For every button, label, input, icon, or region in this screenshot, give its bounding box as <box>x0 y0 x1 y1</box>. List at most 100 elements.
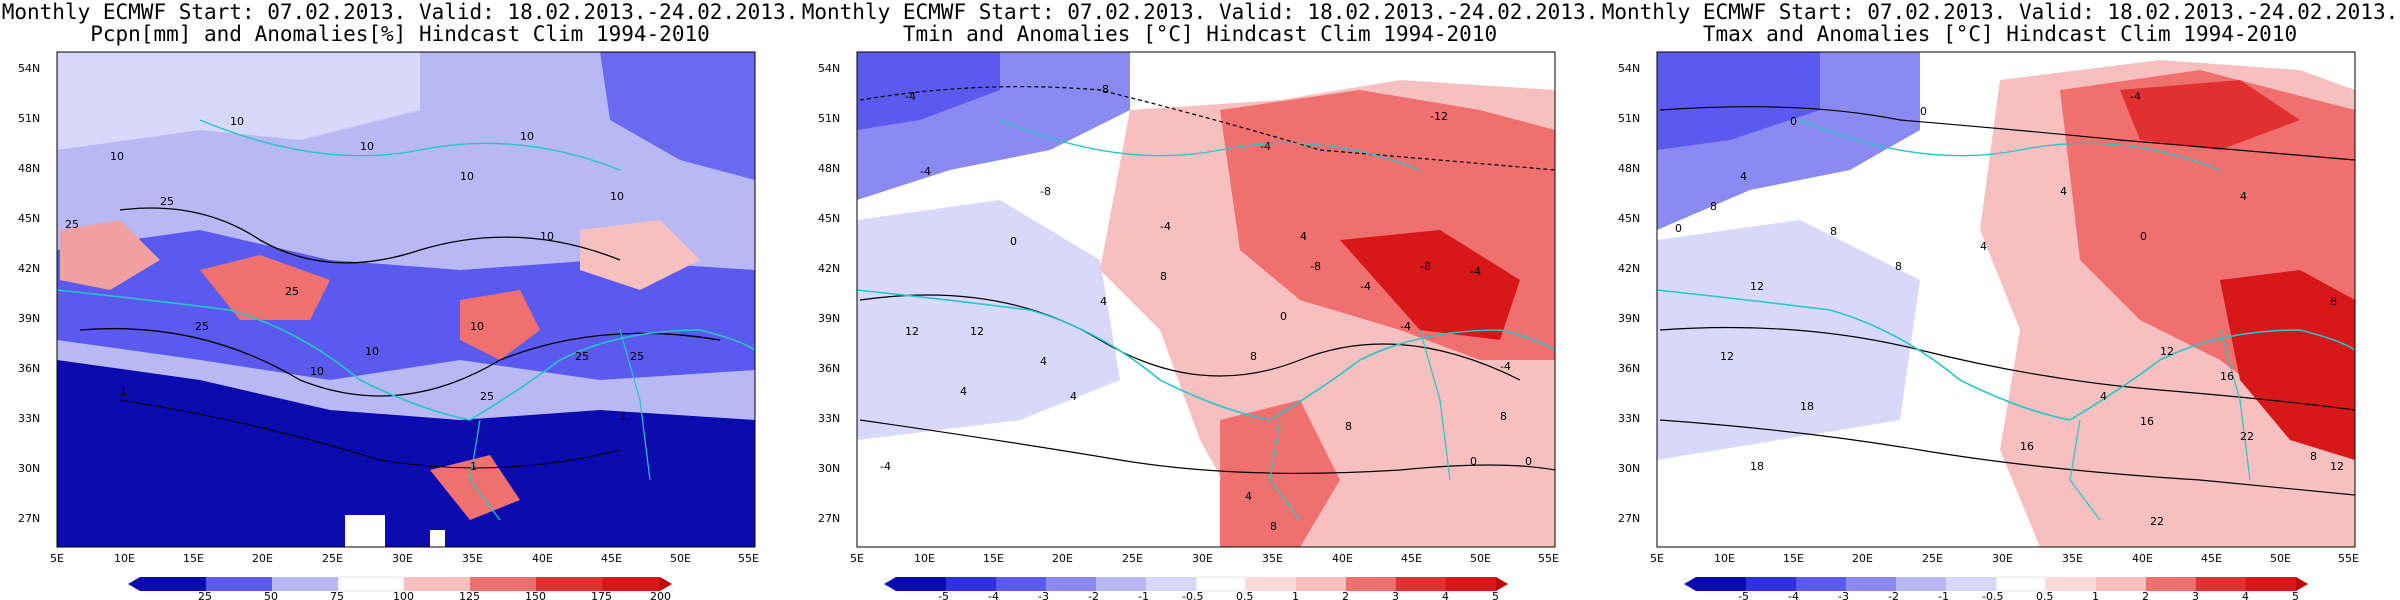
contour-label: 4 <box>1980 240 1987 253</box>
contour-label: -4 <box>880 460 891 473</box>
contour-label: 8 <box>1250 350 1257 363</box>
panel-title: Monthly ECMWF Start: 07.02.2013. Valid: … <box>801 0 1599 24</box>
contour-label: 12 <box>1750 280 1764 293</box>
lat-tick: 30N <box>818 462 840 475</box>
contour-label: 0 <box>2140 230 2147 243</box>
lon-tick: 10E <box>1714 552 1735 565</box>
lon-tick: 30E <box>1992 552 2013 565</box>
contour-label: 10 <box>610 190 624 203</box>
west-light-blue-zone <box>1657 220 1920 460</box>
border-line <box>199 119 621 171</box>
colorbar-label: -3 <box>1838 590 1849 600</box>
colorbar-label: 75 <box>330 590 344 600</box>
lon-tick: 50E <box>2270 552 2291 565</box>
contour-label: 8 <box>2330 295 2337 308</box>
contour-label: 0 <box>1010 235 1017 248</box>
lat-tick: 45N <box>818 212 840 225</box>
contour-label: 4 <box>1100 295 1107 308</box>
contour-label: 4 <box>1070 390 1077 403</box>
lat-tick: 42N <box>1618 262 1640 275</box>
red-anomaly-west <box>60 220 160 290</box>
contour-label: -4 <box>1260 140 1271 153</box>
contour-label: 0 <box>1790 115 1797 128</box>
lat-tick: 54N <box>818 62 840 75</box>
colorbar-label: -1 <box>1938 590 1949 600</box>
contour-label: 0 <box>1675 222 1682 235</box>
contour-label: 8 <box>1830 225 1837 238</box>
contour-line <box>1659 106 2355 161</box>
contour-label: 10 <box>460 170 474 183</box>
contour-line <box>859 419 1555 474</box>
contour-label: 4 <box>2240 190 2247 203</box>
lon-tick: 20E <box>1052 552 1073 565</box>
contour-line <box>57 207 621 264</box>
coastline <box>1657 289 2355 421</box>
contour-label: 18 <box>1800 400 1814 413</box>
lat-tick: 30N <box>18 462 40 475</box>
lat-tick: 48N <box>18 162 40 175</box>
lat-tick: 36N <box>1618 362 1640 375</box>
contour-label: 16 <box>2140 415 2154 428</box>
contour-label: -4 <box>920 165 931 178</box>
contour-label: 8 <box>1895 260 1902 273</box>
contour-label: 25 <box>65 218 79 231</box>
lat-tick: 30N <box>1618 462 1640 475</box>
contour-label: -4 <box>905 90 916 103</box>
red-anomaly-balkans <box>200 255 330 320</box>
lon-tick: 35E <box>2062 552 2083 565</box>
contour-label: 25 <box>195 320 209 333</box>
colorbar-label: 125 <box>459 590 480 600</box>
colorbar-label: 2 <box>2142 590 2149 600</box>
contour-label: 10 <box>540 230 554 243</box>
border-line <box>999 119 1421 171</box>
border-line <box>469 329 651 521</box>
colorbar: -5 -4 -3 -2 -1 -0.5 0.5 1 2 3 4 5 <box>884 576 1508 600</box>
contour-label: 1 <box>120 385 127 398</box>
contour-label: 25 <box>285 285 299 298</box>
contour-label: -8 <box>1040 185 1051 198</box>
lat-tick: 33N <box>1618 412 1640 425</box>
lat-tick: 27N <box>18 512 40 525</box>
contour-label: 25 <box>630 350 644 363</box>
lat-tick: 42N <box>18 262 40 275</box>
contour-label: 25 <box>160 195 174 208</box>
contour-label: 8 <box>1710 200 1717 213</box>
contour-label: -12 <box>1430 110 1448 123</box>
contour-label: -4 <box>1500 360 1511 373</box>
lon-tick: 25E <box>1922 552 1943 565</box>
colorbar-label: -1 <box>1138 590 1149 600</box>
lon-tick: 35E <box>462 552 483 565</box>
lat-tick: 39N <box>1618 312 1640 325</box>
lat-tick: 51N <box>818 112 840 125</box>
lon-tick: 10E <box>114 552 135 565</box>
lon-tick: 40E <box>532 552 553 565</box>
panel-title: Monthly ECMWF Start: 07.02.2013. Valid: … <box>1601 0 2399 24</box>
lat-tick: 27N <box>1618 512 1640 525</box>
coastline <box>57 289 755 421</box>
colorbar-label: 5 <box>2292 590 2299 600</box>
tmax-map: -4 0 0 0 4 4 8 4 8 0 4 8 12 12 8 12 4 16… <box>1618 51 2359 600</box>
contour-label: 10 <box>110 150 124 163</box>
border-line <box>1799 119 2221 171</box>
colorbar-label: 175 <box>591 590 612 600</box>
lon-tick: 55E <box>738 552 759 565</box>
north-light-zone <box>57 52 420 150</box>
border-line <box>2069 329 2251 521</box>
contour-label: 0 <box>1470 455 1477 468</box>
lat-tick: 33N <box>818 412 840 425</box>
contour-label: 18 <box>1750 460 1764 473</box>
east-deep-red-zone <box>1340 230 1520 340</box>
south-deep-blue-zone <box>57 360 755 547</box>
lon-tick: 15E <box>983 552 1004 565</box>
northeast-red-zone <box>2120 80 2300 150</box>
lat-tick: 48N <box>818 162 840 175</box>
contour-label: 8 <box>1270 520 1277 533</box>
contour-label: 8 <box>1345 420 1352 433</box>
contour-label: -4 <box>1400 320 1411 333</box>
colorbar-label: -2 <box>1088 590 1099 600</box>
contour-label: 12 <box>1720 350 1734 363</box>
map-frame <box>856 51 1556 548</box>
contour-label: 10 <box>520 130 534 143</box>
colorbar-label: -3 <box>1038 590 1049 600</box>
lat-tick: 45N <box>1618 212 1640 225</box>
